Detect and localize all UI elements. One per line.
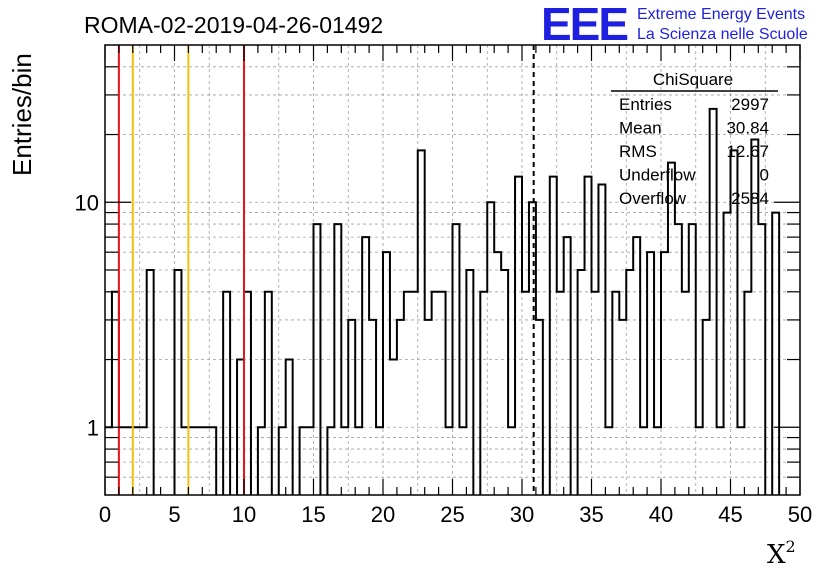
reference-lines xyxy=(117,45,535,495)
stats-title: ChiSquare xyxy=(653,70,733,89)
x-axis-label-superscript: 2 xyxy=(786,537,796,556)
stats-label: Entries xyxy=(619,95,672,114)
x-tick-label: 45 xyxy=(718,502,742,527)
stats-label: RMS xyxy=(619,142,657,161)
stats-value: 2997 xyxy=(731,95,769,114)
y-tick-label: 1 xyxy=(87,415,99,440)
x-tick-label: 0 xyxy=(99,502,111,527)
stats-label: Mean xyxy=(619,119,662,138)
axis-ticks: 0 5 10 15 20 25 30 35 40 45 50 1 10 xyxy=(75,45,812,527)
x-axis-label-base: X xyxy=(767,540,786,570)
x-tick-label: 40 xyxy=(649,502,673,527)
stats-value: 0 xyxy=(760,166,769,185)
stats-value: 2584 xyxy=(731,189,769,208)
x-tick-label: 35 xyxy=(579,502,603,527)
x-tick-label: 10 xyxy=(232,502,256,527)
y-tick-label: 10 xyxy=(75,190,99,215)
stats-value: 30.84 xyxy=(726,119,769,138)
x-tick-label: 5 xyxy=(168,502,180,527)
stats-box: ChiSquare Entries 2997 Mean 30.84 RMS 12.67 Un… xyxy=(611,70,778,208)
stats-value: 12.67 xyxy=(726,142,769,161)
x-tick-label: 50 xyxy=(788,502,812,527)
eee-logo: EEE xyxy=(541,0,627,50)
stats-label: Underflow xyxy=(619,166,696,185)
x-tick-label: 20 xyxy=(371,502,395,527)
x-axis-label: X2 xyxy=(767,537,796,570)
y-axis-label: Entries/bin xyxy=(7,53,37,176)
x-tick-label: 30 xyxy=(510,502,534,527)
stats-rows: Entries 2997 Mean 30.84 RMS 12.67 Underflow 0 Ov… xyxy=(619,95,769,208)
chart-title: ROMA-02-2019-04-26-01492 xyxy=(84,12,383,38)
x-tick-label: 15 xyxy=(301,502,325,527)
x-tick-label: 25 xyxy=(440,502,464,527)
stats-label: Overflow xyxy=(619,189,687,208)
logo-subtitle-line1: Extreme Energy Events xyxy=(637,6,805,23)
logo-subtitle-line2: La Scienza nelle Scuole xyxy=(637,26,808,43)
